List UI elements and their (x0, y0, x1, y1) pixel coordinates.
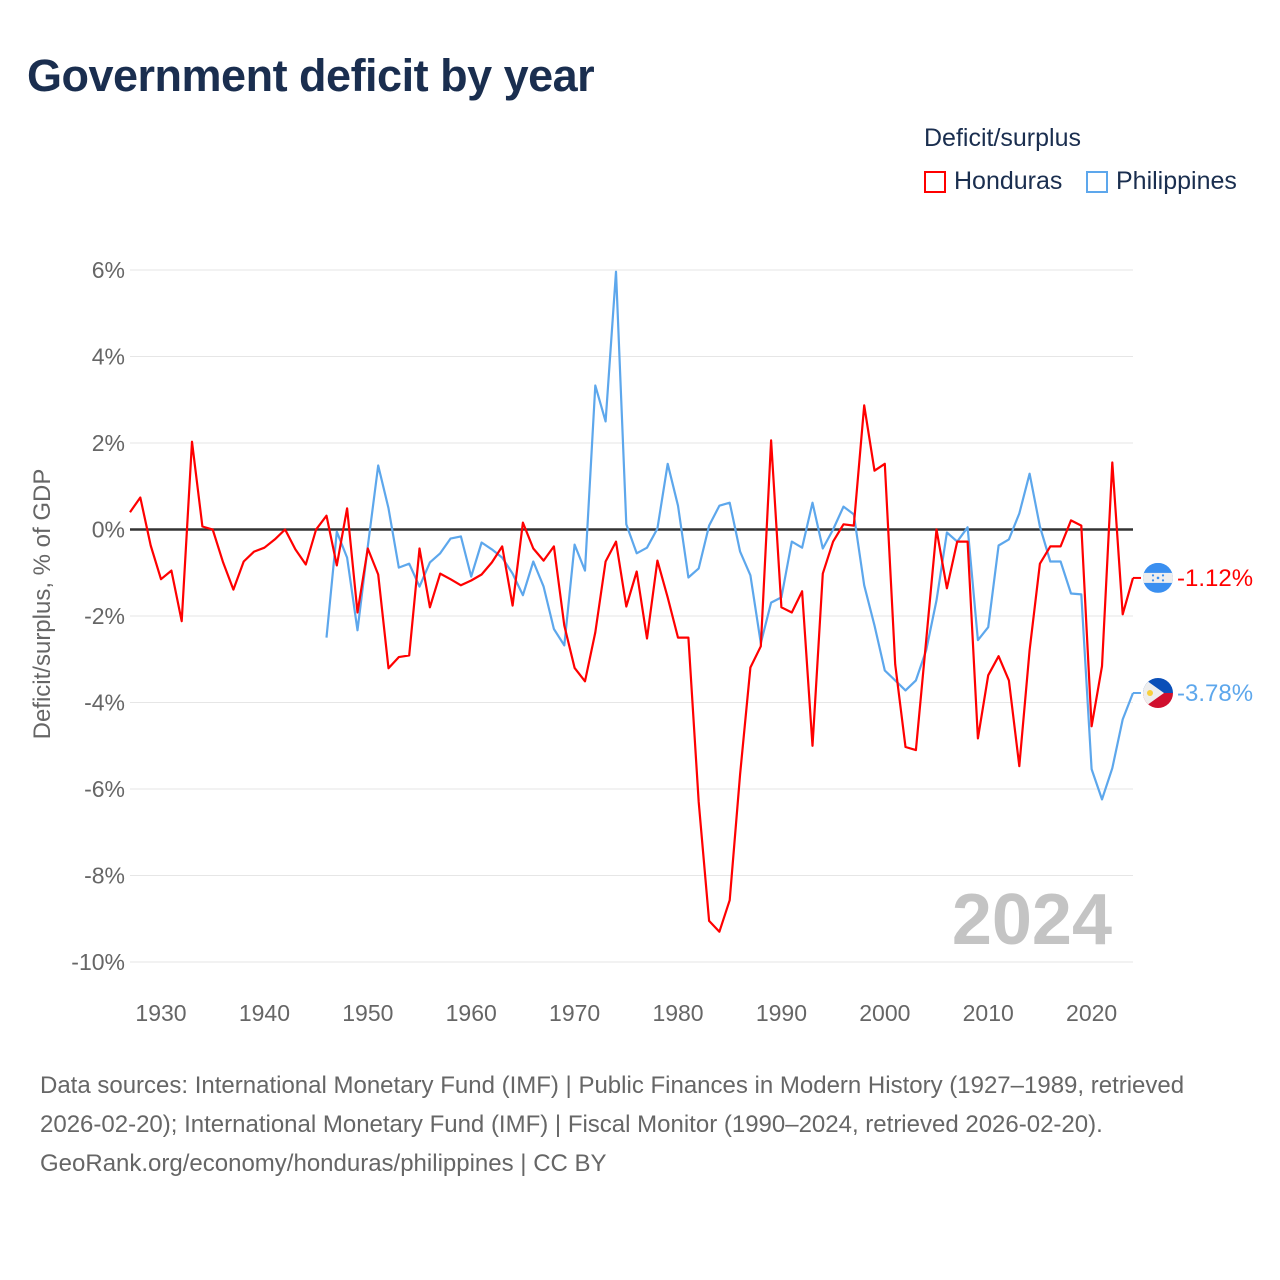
y-tick-label: 6% (92, 257, 125, 283)
philippines-flag-icon (1143, 678, 1173, 708)
year-watermark: 2024 (952, 880, 1112, 960)
y-tick-labels: 6% 4% 2% 0% -2% -4% -6% -8% -10% (71, 257, 125, 975)
y-tick-label: -2% (84, 603, 125, 629)
honduras-end-label: -1.12% (1177, 565, 1253, 592)
chart-title: Government deficit by year (27, 50, 595, 101)
legend-swatch-honduras (924, 170, 946, 193)
x-tick-label: 2010 (963, 1000, 1014, 1026)
legend-item-honduras[interactable]: Honduras (924, 167, 1062, 196)
x-tick-labels: 1930 1940 1950 1960 1970 1980 1990 2000 2010 2020 (135, 1000, 1117, 1026)
x-tick-label: 1970 (549, 1000, 600, 1026)
legend-title: Deficit/surplus (924, 124, 1081, 152)
y-axis-label: Deficit/surplus, % of GDP (29, 469, 56, 740)
line-chart: 6% 4% 2% 0% -2% -4% -6% -8% -10% 1930 1940 1950 196… (29, 257, 1253, 1026)
data-sources: Data sources: International Monetary Fun… (40, 1072, 1185, 1138)
y-tick-label: -6% (84, 776, 125, 802)
attribution-link[interactable]: GeoRank.org/economy/honduras/philippines… (40, 1150, 607, 1177)
y-tick-label: -10% (71, 949, 125, 975)
x-tick-label: 1930 (135, 1000, 186, 1026)
y-tick-label: 2% (92, 430, 125, 456)
y-tick-label: -4% (84, 690, 125, 716)
series-lines (129, 270, 1141, 933)
grid (130, 269, 1133, 963)
x-tick-label: 1950 (342, 1000, 393, 1026)
philippines-end-label: -3.78% (1177, 680, 1253, 707)
x-tick-label: 1980 (652, 1000, 703, 1026)
series-line-philippines[interactable] (325, 270, 1135, 801)
y-tick-label: 0% (92, 517, 125, 543)
legend-label-philippines: Philippines (1116, 167, 1237, 195)
footer: Data sources: International Monetary Fun… (40, 1066, 1240, 1183)
x-tick-label: 2020 (1066, 1000, 1117, 1026)
y-tick-label: 4% (92, 344, 125, 370)
x-tick-label: 1940 (239, 1000, 290, 1026)
legend-label-honduras: Honduras (954, 167, 1063, 195)
x-tick-label: 2000 (859, 1000, 910, 1026)
y-tick-label: -8% (84, 863, 125, 889)
x-tick-label: 1990 (756, 1000, 807, 1026)
legend-swatch-philippines (1086, 170, 1108, 193)
series-line-honduras[interactable] (129, 404, 1135, 933)
x-tick-label: 1960 (446, 1000, 497, 1026)
honduras-flag-icon (1143, 562, 1173, 593)
end-labels: -1.12% -3.78% (1143, 562, 1253, 708)
legend-item-philippines[interactable]: Philippines (1086, 167, 1237, 196)
